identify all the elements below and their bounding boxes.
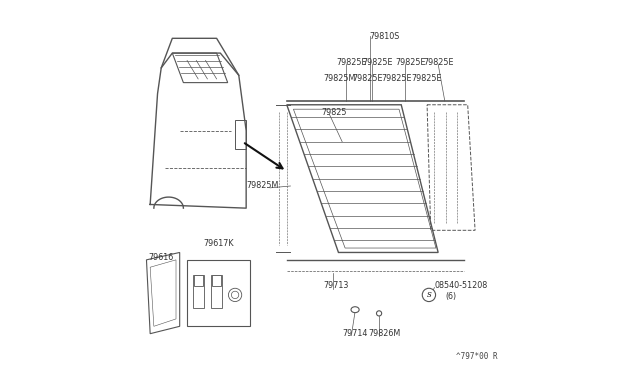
Text: 79825E: 79825E (362, 58, 393, 67)
Text: 79825M: 79825M (246, 182, 278, 190)
Bar (187, 260, 250, 326)
Text: 79825E: 79825E (337, 58, 367, 67)
Text: 79825E: 79825E (424, 58, 454, 67)
Text: 79825E: 79825E (353, 74, 383, 83)
Text: 79713: 79713 (324, 281, 349, 290)
Text: 79617K: 79617K (204, 239, 234, 248)
Bar (194, 275, 203, 286)
Text: (6): (6) (445, 292, 457, 301)
Text: S: S (426, 291, 431, 299)
Text: 79714: 79714 (342, 329, 367, 338)
Bar (212, 275, 221, 286)
Text: 79825M: 79825M (324, 74, 356, 83)
Ellipse shape (376, 311, 381, 316)
Text: ^797*00 R: ^797*00 R (456, 352, 497, 361)
Text: 79825: 79825 (322, 108, 348, 117)
Text: 79825E: 79825E (412, 74, 442, 83)
Text: 79616: 79616 (148, 253, 173, 263)
Bar (193, 275, 204, 308)
Text: 79826M: 79826M (368, 329, 400, 338)
Text: 08540-51208: 08540-51208 (435, 281, 488, 290)
Circle shape (422, 288, 436, 302)
Text: 79825E: 79825E (381, 74, 412, 83)
Ellipse shape (351, 307, 359, 312)
Text: 79825E: 79825E (396, 58, 426, 67)
Text: 79810S: 79810S (370, 32, 400, 41)
Bar (211, 275, 222, 308)
Bar (235, 119, 246, 149)
